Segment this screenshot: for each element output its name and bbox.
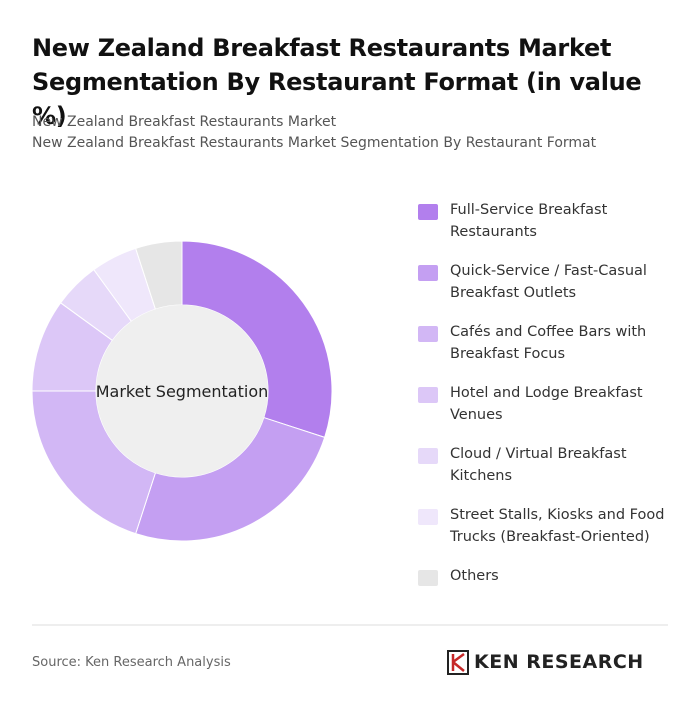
source: Source: Ken Research Analysis (32, 655, 231, 670)
subtitle: New Zealand Breakfast Restaurants Market (32, 114, 337, 130)
legend-label: Hotel and Lodge Breakfast Venues (450, 385, 643, 423)
legend-label: Cafés and Coffee Bars with Breakfast Foc… (450, 324, 647, 362)
chart-title: New Zealand Breakfast Restaurants Market… (32, 34, 642, 130)
legend-swatch (418, 387, 438, 403)
subtitle: New Zealand Breakfast Restaurants Market… (32, 135, 597, 151)
legend-swatch (418, 204, 438, 220)
legend-swatch (418, 326, 438, 342)
legend-label: Full-Service Breakfast Restaurants (450, 202, 608, 240)
legend-swatch (418, 570, 438, 586)
legend-label: Cloud / Virtual Breakfast Kitchens (450, 446, 627, 484)
legend-swatch (418, 448, 438, 464)
legend-swatch (418, 509, 438, 525)
legend-label: Others (450, 568, 499, 584)
brand: KEN RESEARCH (474, 651, 644, 673)
legend-swatch (418, 265, 438, 281)
donut-center (96, 305, 268, 477)
legend-label: Street Stalls, Kiosks and Food Trucks (B… (450, 507, 665, 545)
center-label: Market Segmentation (96, 382, 269, 401)
logo-icon (447, 650, 469, 675)
legend-label: Quick-Service / Fast-Casual Breakfast Ou… (450, 263, 647, 301)
